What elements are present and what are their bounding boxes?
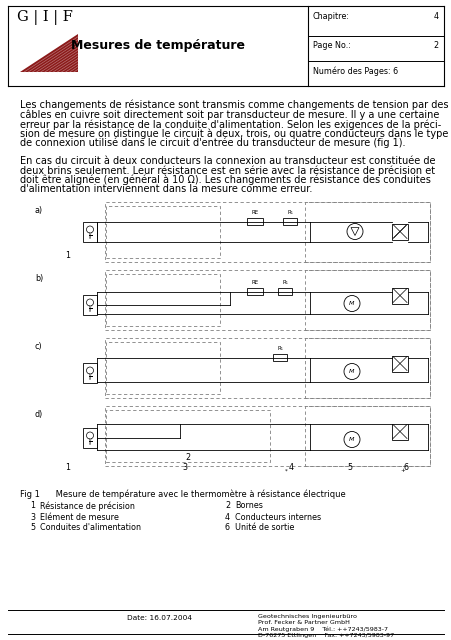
Text: 3: 3 (182, 463, 187, 472)
Text: Elément de mesure: Elément de mesure (40, 513, 119, 522)
Text: 2: 2 (225, 502, 230, 511)
Text: Fig 1      Mesure de température avec le thermomètre à résistance électrique: Fig 1 Mesure de température avec le ther… (20, 490, 345, 499)
Bar (304, 406, 429, 465)
Text: de connexion utilisé dans le circuit d'entrée du transducteur de mesure (fig 1).: de connexion utilisé dans le circuit d'e… (20, 138, 405, 148)
Text: 1: 1 (65, 463, 70, 472)
Bar (83, 221, 97, 241)
Text: $\frac{U}{R}$: $\frac{U}{R}$ (87, 304, 92, 316)
Text: R₁: R₁ (286, 209, 292, 214)
Text: Résistance de précision: Résistance de précision (40, 502, 134, 511)
Text: G | I | F: G | I | F (17, 10, 73, 25)
Text: R₁: R₁ (276, 346, 282, 351)
Text: 5: 5 (347, 463, 352, 472)
Bar (105, 202, 429, 262)
Text: d): d) (35, 410, 43, 419)
Text: RE: RE (251, 280, 258, 285)
Text: 6: 6 (403, 463, 408, 472)
Text: 4: 4 (288, 463, 293, 472)
Bar (246, 288, 262, 295)
Text: doit être alignée (en général à 10 Ω). Les changements de résistance des conduit: doit être alignée (en général à 10 Ω). L… (20, 175, 430, 185)
Text: $\frac{U}{R}$: $\frac{U}{R}$ (87, 231, 92, 243)
Bar (83, 428, 97, 447)
Text: Geotechnisches Ingenieurbüro: Geotechnisches Ingenieurbüro (258, 614, 356, 619)
Bar (272, 354, 286, 361)
Text: M: M (349, 437, 354, 442)
Text: 6: 6 (225, 524, 230, 532)
Text: Prof. Fecker & Partner GmbH: Prof. Fecker & Partner GmbH (258, 621, 349, 625)
Text: En cas du circuit à deux conducteurs la connexion au transducteur est constituée: En cas du circuit à deux conducteurs la … (20, 156, 434, 166)
Text: 2: 2 (433, 41, 438, 50)
Bar (105, 406, 429, 465)
Text: erreur par la résistance de la conduite d'alimentation. Selon les exigences de l: erreur par la résistance de la conduite … (20, 119, 440, 129)
Bar (304, 337, 429, 397)
Text: 4: 4 (433, 12, 438, 21)
Bar (282, 218, 296, 225)
Text: RE: RE (251, 209, 258, 214)
Bar (304, 202, 429, 262)
Text: b): b) (35, 273, 43, 282)
Text: R₁: R₁ (281, 280, 287, 285)
Text: câbles en cuivre soit directement soit par transducteur de mesure. Il y a une ce: câbles en cuivre soit directement soit p… (20, 109, 438, 120)
Text: 3: 3 (30, 513, 35, 522)
Text: Bornes: Bornes (235, 502, 262, 511)
Bar (106, 342, 220, 394)
Text: Chapitre:: Chapitre: (312, 12, 349, 21)
Text: Conduites d'alimentation: Conduites d'alimentation (40, 524, 141, 532)
Text: Page No.:: Page No.: (312, 41, 350, 50)
Text: sion de mesure on distingue le circuit à deux, trois, ou quatre conducteurs dans: sion de mesure on distingue le circuit à… (20, 129, 447, 139)
Text: D-76275 Ettlingen    Fax: ++7243/5983-97: D-76275 Ettlingen Fax: ++7243/5983-97 (258, 634, 393, 639)
Text: Am Reutgraben 9    Tél.: ++7243/5983-7: Am Reutgraben 9 Tél.: ++7243/5983-7 (258, 627, 387, 632)
Text: 2: 2 (184, 452, 190, 461)
Text: Unité de sortie: Unité de sortie (235, 524, 294, 532)
Text: 1: 1 (30, 502, 35, 511)
Bar (106, 410, 269, 461)
Bar (106, 205, 220, 257)
Text: 1: 1 (65, 250, 70, 259)
Text: Les changements de résistance sont transmis comme changements de tension par des: Les changements de résistance sont trans… (20, 100, 447, 111)
Polygon shape (20, 34, 78, 72)
Text: M: M (349, 301, 354, 306)
Bar (105, 269, 429, 330)
Text: Date: 16.07.2004: Date: 16.07.2004 (127, 615, 192, 621)
Bar (277, 288, 291, 295)
Text: Numéro des Pages: 6: Numéro des Pages: 6 (312, 66, 397, 76)
Text: *: * (285, 468, 287, 474)
Text: Conducteurs internes: Conducteurs internes (235, 513, 320, 522)
Text: $\frac{U}{R}$: $\frac{U}{R}$ (87, 436, 92, 448)
Text: $\frac{U}{R}$: $\frac{U}{R}$ (87, 372, 92, 383)
Bar (391, 223, 407, 239)
Text: M: M (349, 369, 354, 374)
Bar (83, 362, 97, 383)
Bar (391, 287, 407, 303)
Bar (391, 355, 407, 371)
Bar (391, 424, 407, 440)
Text: 5: 5 (30, 524, 35, 532)
Text: deux brins seulement. Leur résistance est en série avec la résistance de précisi: deux brins seulement. Leur résistance es… (20, 165, 434, 175)
Bar (106, 273, 220, 326)
Text: a): a) (35, 205, 43, 214)
Text: c): c) (35, 342, 42, 351)
Bar (83, 294, 97, 314)
Bar (246, 218, 262, 225)
Bar (105, 337, 429, 397)
Text: +: + (399, 468, 404, 474)
Bar (304, 269, 429, 330)
Text: 4: 4 (225, 513, 230, 522)
Text: Mesures de température: Mesures de température (71, 38, 244, 51)
Text: d'alimentation interviennent dans la mesure comme erreur.: d'alimentation interviennent dans la mes… (20, 184, 312, 194)
